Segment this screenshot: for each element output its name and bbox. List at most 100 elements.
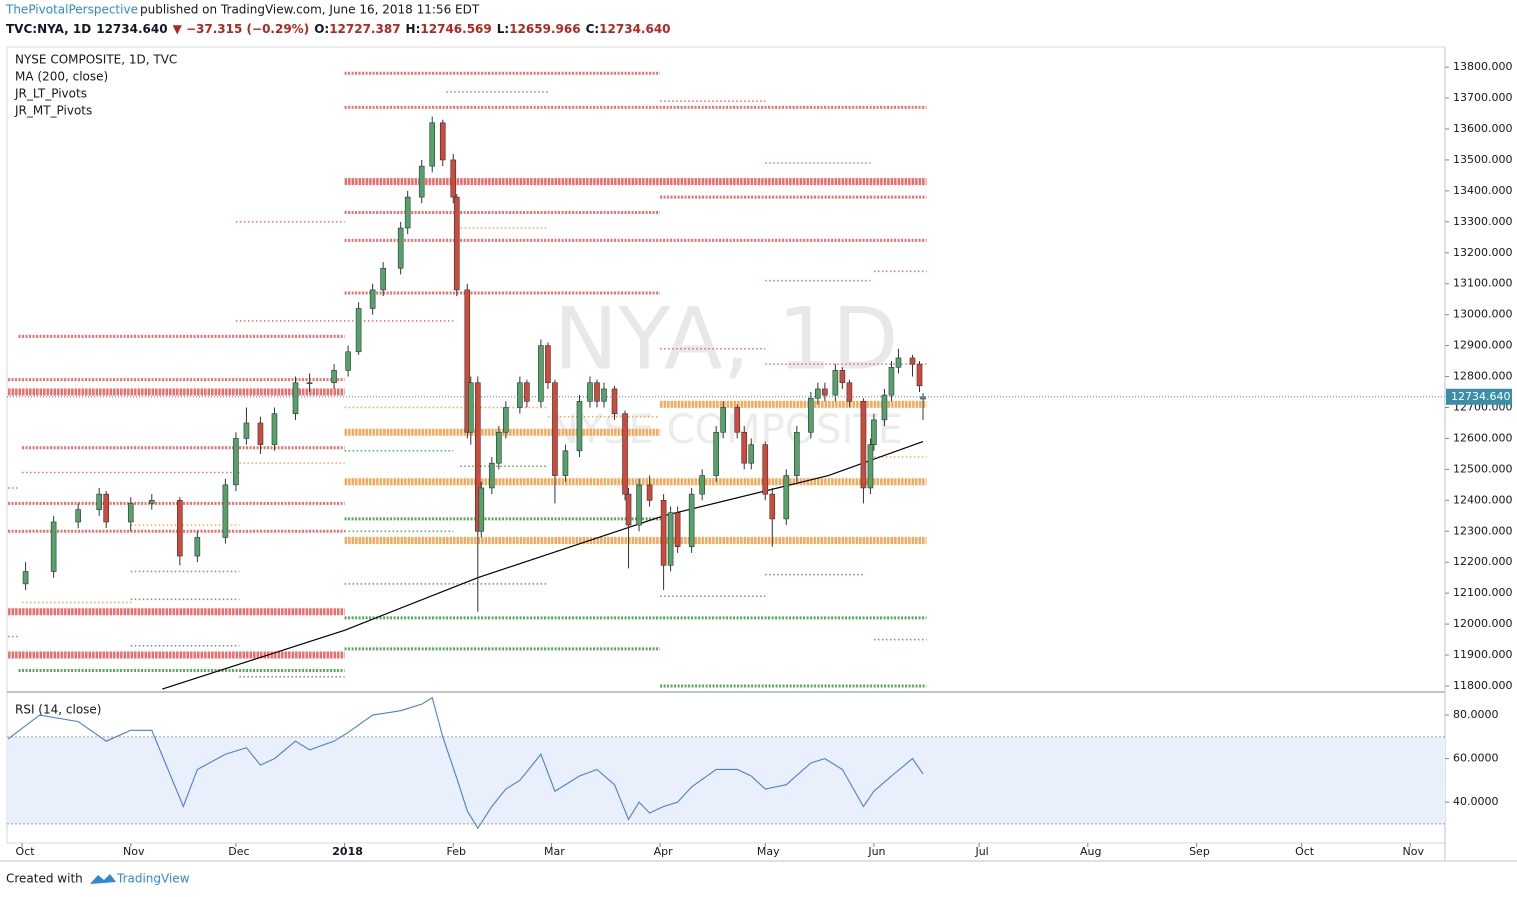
tv-logo (90, 874, 116, 884)
x-tick-label: Oct (1295, 845, 1315, 858)
candle-body (503, 407, 509, 433)
candle-body (517, 382, 523, 408)
y-tick-label: 80.0000 (1453, 708, 1499, 721)
y-tick-label: 12100.000 (1453, 586, 1513, 599)
candle-body (75, 509, 81, 523)
candle-body (622, 413, 628, 495)
candle-body (741, 431, 748, 464)
candle-body (496, 431, 502, 464)
candle-body (418, 165, 425, 198)
candle-body (450, 159, 457, 198)
candle-body (822, 388, 828, 396)
candle-body (552, 382, 558, 476)
candle-body (881, 394, 888, 421)
candle-body (22, 571, 29, 585)
candle-body (860, 400, 867, 489)
candle-body (808, 397, 814, 433)
x-tick-label: Aug (1080, 845, 1101, 858)
candle-body (489, 462, 495, 489)
candle-body (453, 196, 460, 291)
y-tick-label: 40.0000 (1453, 795, 1499, 808)
candle-body (594, 382, 600, 402)
y-tick-label: 12300.000 (1453, 524, 1513, 537)
last-price-box (1446, 388, 1512, 405)
y-tick-label: 13300.000 (1453, 215, 1513, 228)
candle-body (625, 493, 632, 526)
x-tick-label: Feb (447, 845, 466, 858)
candle-body (243, 422, 250, 439)
candle-body (222, 484, 229, 538)
candle-body (888, 366, 895, 396)
candle-body (674, 512, 681, 548)
x-tick-label: Jul (974, 845, 988, 858)
candle-body (720, 407, 726, 433)
candle-body (429, 122, 436, 167)
legend-entry: JR_LT_Pivots (14, 87, 87, 101)
footer-created: Created with (6, 872, 83, 886)
x-tick-label: May (757, 845, 780, 858)
y-tick-label: 12800.000 (1453, 370, 1513, 383)
candle-body (839, 370, 846, 384)
candle-body (871, 419, 877, 445)
x-tick-label: Sep (1189, 845, 1210, 858)
quote-part: O: (314, 22, 329, 36)
quote-part: ▼ −37.315 (−0.29%) (173, 22, 310, 36)
watermark: NYA, 1D (554, 289, 899, 389)
candle-body (545, 345, 551, 384)
y-tick-label: 13700.000 (1453, 91, 1513, 104)
y-tick-label: 12900.000 (1453, 339, 1513, 352)
candle-body (832, 370, 839, 396)
candle-body (587, 382, 593, 402)
candle-body (127, 503, 134, 523)
last-price-label: 12734.640 (1451, 390, 1511, 403)
rsi-line (7, 696, 924, 830)
candle-body (306, 382, 313, 385)
quote-part: 12746.569 (420, 22, 491, 36)
x-tick-label: Dec (228, 845, 249, 858)
candle-body (524, 382, 530, 402)
candle-body (233, 438, 239, 486)
footer-brand[interactable]: TradingView (116, 872, 190, 886)
candle-body (920, 396, 926, 400)
candle-body (467, 382, 474, 433)
y-tick-label: 13600.000 (1453, 122, 1513, 135)
candle-body (815, 388, 821, 399)
quote-part: 12734.640 (96, 22, 167, 36)
candle-body (177, 500, 183, 557)
y-tick-label: 11900.000 (1453, 648, 1513, 661)
candle-body (345, 351, 351, 371)
y-tick-label: 60.0000 (1453, 752, 1499, 765)
candle-body (636, 484, 642, 526)
quote-part: 12659.966 (509, 22, 580, 36)
publisher[interactable]: ThePivotalPerspective (5, 3, 138, 17)
candle-body (464, 289, 471, 433)
candle-body (783, 475, 790, 520)
x-tick-label: 2018 (332, 845, 363, 858)
published: published on TradingView.com, June 16, 2… (140, 3, 480, 17)
candle-body (148, 500, 155, 504)
legend-entry: JR_MT_Pivots (14, 104, 92, 118)
candle-body (646, 484, 653, 501)
candle-body (909, 357, 916, 365)
y-tick-label: 12200.000 (1453, 555, 1513, 568)
quote-part: 12727.387 (329, 22, 400, 36)
candle-body (331, 370, 337, 384)
quote-part: C: (586, 22, 600, 36)
x-tick-label: Oct (16, 845, 36, 858)
x-tick-label: Nov (1403, 845, 1425, 858)
candle-body (475, 382, 481, 532)
candle-body (380, 267, 386, 291)
legend-entry: MA (200, close) (15, 70, 108, 84)
candle-body (660, 500, 667, 566)
x-tick-label: Jun (867, 845, 885, 858)
candle-body (257, 422, 264, 445)
candle-body (667, 512, 674, 566)
candle-body (194, 537, 201, 557)
y-tick-label: 13500.000 (1453, 153, 1513, 166)
quote-part: L: (497, 22, 509, 36)
y-tick-label: 12500.000 (1453, 462, 1513, 475)
candle-body (355, 308, 362, 353)
candle-body (50, 521, 57, 572)
candle-body (794, 431, 800, 476)
